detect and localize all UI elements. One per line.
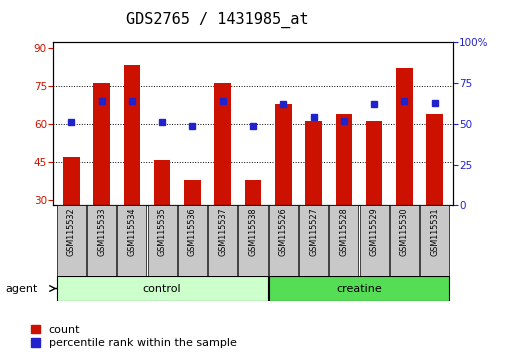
Bar (305, 121, 321, 205)
FancyBboxPatch shape (268, 276, 448, 301)
Bar (365, 121, 382, 205)
Bar (63, 157, 79, 205)
FancyBboxPatch shape (238, 205, 267, 276)
Bar (123, 65, 140, 205)
FancyBboxPatch shape (147, 205, 176, 276)
Text: GDS2765 / 1431985_at: GDS2765 / 1431985_at (126, 12, 308, 28)
Text: GSM115531: GSM115531 (429, 207, 438, 256)
Text: GSM115533: GSM115533 (97, 207, 106, 256)
FancyBboxPatch shape (57, 205, 86, 276)
Bar (93, 83, 110, 205)
Text: control: control (142, 284, 181, 293)
FancyBboxPatch shape (419, 205, 448, 276)
Text: GSM115532: GSM115532 (67, 207, 76, 256)
Text: creatine: creatine (335, 284, 381, 293)
Text: agent: agent (5, 284, 37, 293)
Text: GSM115529: GSM115529 (369, 207, 378, 256)
Bar (184, 180, 200, 205)
Text: GSM115538: GSM115538 (248, 207, 257, 256)
FancyBboxPatch shape (268, 205, 297, 276)
Bar (244, 180, 261, 205)
Bar (274, 104, 291, 205)
Bar (214, 83, 231, 205)
FancyBboxPatch shape (57, 276, 267, 301)
Text: GSM115536: GSM115536 (187, 207, 196, 256)
FancyBboxPatch shape (208, 205, 237, 276)
FancyBboxPatch shape (117, 205, 146, 276)
Text: GSM115527: GSM115527 (309, 207, 318, 256)
Text: GSM115537: GSM115537 (218, 207, 227, 256)
FancyBboxPatch shape (178, 205, 207, 276)
Text: GSM115530: GSM115530 (399, 207, 408, 256)
Text: GSM115528: GSM115528 (339, 207, 347, 256)
Text: GSM115535: GSM115535 (158, 207, 166, 256)
Text: GSM115534: GSM115534 (127, 207, 136, 256)
FancyBboxPatch shape (298, 205, 327, 276)
FancyBboxPatch shape (87, 205, 116, 276)
FancyBboxPatch shape (359, 205, 388, 276)
Text: GSM115526: GSM115526 (278, 207, 287, 256)
Legend: count, percentile rank within the sample: count, percentile rank within the sample (31, 325, 236, 348)
Bar (335, 114, 351, 205)
FancyBboxPatch shape (329, 205, 358, 276)
Bar (154, 160, 170, 205)
Bar (426, 114, 442, 205)
Bar (395, 68, 412, 205)
FancyBboxPatch shape (389, 205, 418, 276)
